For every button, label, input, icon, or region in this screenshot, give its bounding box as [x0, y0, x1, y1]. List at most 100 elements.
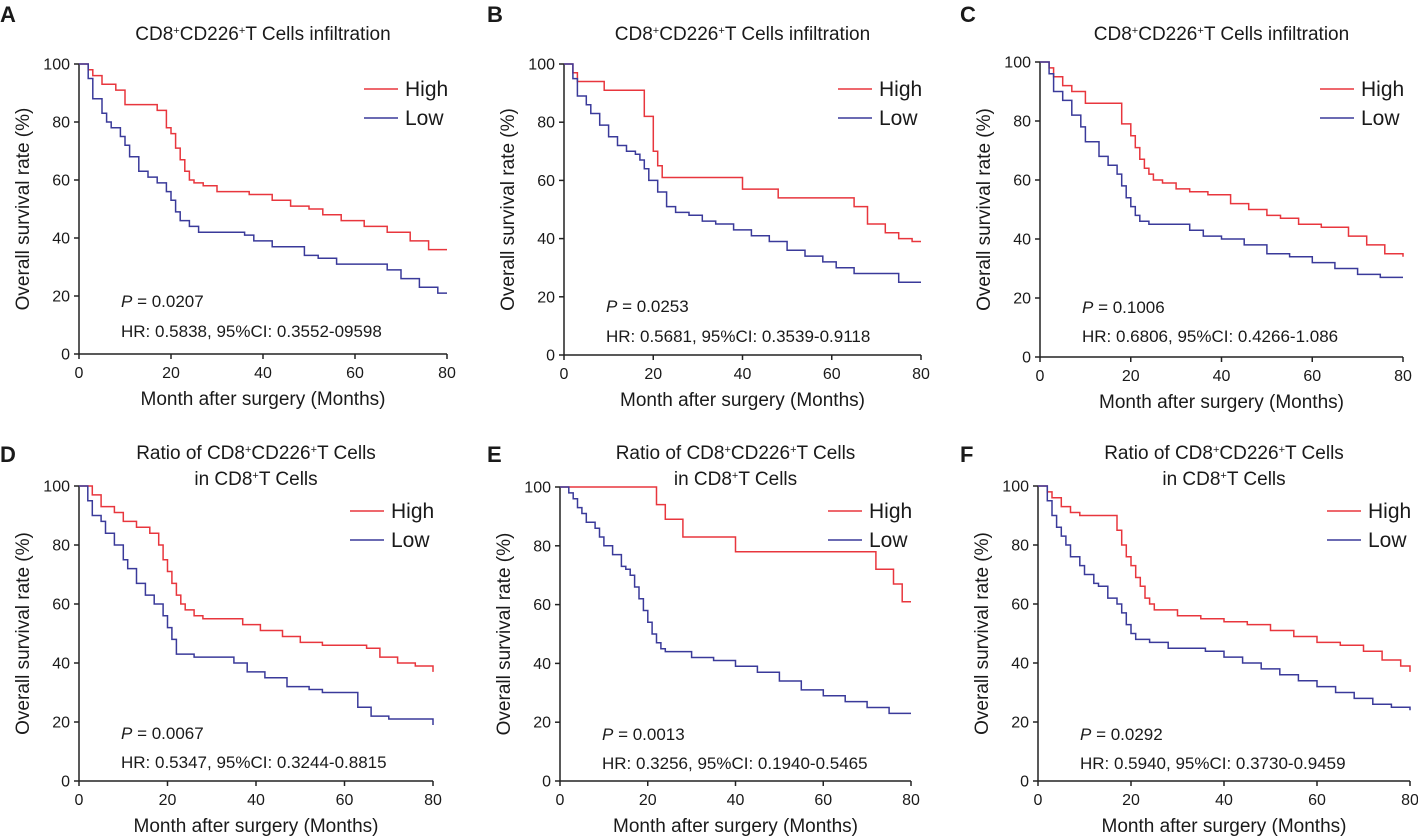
y-tick-label: 80: [52, 115, 70, 132]
y-tick-label: 100: [524, 480, 551, 497]
y-tick-label: 60: [52, 597, 70, 614]
survival-curve-high: [1038, 485, 1411, 672]
y-tick-label: 40: [52, 656, 70, 673]
legend-label-high: High: [879, 78, 922, 101]
y-tick-label: 60: [537, 173, 555, 190]
y-tick-label: 20: [537, 289, 555, 306]
y-tick-label: 0: [61, 774, 70, 791]
y-tick-label: 20: [52, 715, 70, 732]
chart-title-line: CD8+CD226+T Cells infiltration: [1094, 24, 1349, 45]
panel-letter: F: [960, 442, 973, 467]
x-tick-label: 60: [336, 792, 354, 809]
x-tick-label: 80: [424, 792, 442, 809]
x-tick-label: 40: [1215, 792, 1233, 809]
survival-curve-low: [1040, 61, 1403, 279]
p-value: P = 0.0253: [606, 297, 689, 316]
y-tick-label: 20: [52, 289, 70, 306]
hazard-ratio: HR: 0.5347, 95%CI: 0.3244-0.8815: [121, 753, 387, 772]
y-tick-label: 20: [533, 715, 551, 732]
hazard-ratio: HR: 0.5940, 95%CI: 0.3730-0.9459: [1080, 754, 1346, 773]
x-axis-label: Month after surgery (Months): [141, 389, 386, 410]
x-tick-label: 60: [814, 792, 832, 809]
km-panel-b: B CD8+CD226+T Cells infiltration 0 20 40 60 80…: [487, 2, 930, 411]
panel-letter: D: [0, 442, 16, 467]
panel-letter: C: [960, 2, 976, 27]
survival-curve-low: [560, 486, 911, 715]
y-tick-label: 0: [1022, 350, 1031, 367]
y-tick-label: 20: [1013, 291, 1031, 308]
y-tick-label: 80: [533, 538, 551, 555]
survival-curve-high: [79, 63, 447, 251]
legend-label-high: High: [869, 500, 912, 523]
legend-label-high: High: [1361, 78, 1404, 101]
legend-label-low: Low: [1368, 529, 1407, 552]
x-tick-label: 60: [1308, 792, 1326, 809]
p-value: P = 0.0067: [121, 724, 204, 743]
survival-curve-high: [564, 63, 921, 243]
panel-letter: A: [0, 2, 16, 27]
y-axis-label: Overall survival rate (%): [13, 108, 34, 311]
survival-curve-low: [564, 63, 921, 284]
p-value: P = 0.0207: [121, 292, 204, 311]
x-tick-label: 0: [75, 365, 84, 382]
y-tick-label: 40: [1013, 232, 1031, 249]
chart-title-line: in CD8+T Cells: [194, 469, 317, 490]
y-tick-label: 0: [546, 348, 555, 365]
y-axis-label: Overall survival rate (%): [494, 533, 515, 736]
y-tick-label: 40: [533, 656, 551, 673]
hazard-ratio: HR: 0.5681, 95%CI: 0.3539-0.9118: [606, 327, 870, 346]
y-axis-label: Overall survival rate (%): [13, 532, 34, 735]
x-tick-label: 20: [162, 365, 180, 382]
x-axis-label: Month after surgery (Months): [1102, 816, 1347, 837]
x-tick-label: 20: [639, 792, 657, 809]
x-tick-label: 20: [1122, 792, 1140, 809]
x-tick-label: 0: [560, 366, 569, 383]
y-tick-label: 60: [1011, 597, 1029, 614]
x-tick-label: 40: [1213, 368, 1231, 385]
x-tick-label: 0: [75, 792, 84, 809]
legend-label-high: High: [391, 500, 434, 523]
hazard-ratio: HR: 0.6806, 95%CI: 0.4266-1.086: [1082, 327, 1338, 346]
y-tick-label: 100: [43, 479, 70, 496]
chart-title-line: Ratio of CD8+CD226+T Cells: [136, 443, 376, 464]
chart-title-line: in CD8+T Cells: [674, 469, 797, 490]
chart-title-line: Ratio of CD8+CD226+T Cells: [1104, 443, 1344, 464]
km-panel-d: D Ratio of CD8+CD226+T Cells in CD8+T Cell…: [0, 442, 442, 837]
chart-title-line: in CD8+T Cells: [1162, 469, 1285, 490]
x-tick-label: 40: [254, 365, 272, 382]
y-tick-label: 0: [61, 347, 70, 364]
panel-letter: E: [487, 442, 502, 467]
p-value: P = 0.1006: [1082, 298, 1165, 317]
chart-title-line: Ratio of CD8+CD226+T Cells: [616, 443, 856, 464]
km-panel-a: A CD8+CD226+T Cells infiltration 0 20 40 60 80…: [0, 2, 456, 410]
survival-curve-low: [79, 485, 434, 725]
p-value: P = 0.0013: [602, 725, 685, 744]
hazard-ratio: HR: 0.5838, 95%CI: 0.3552-09598: [121, 322, 382, 341]
x-tick-label: 80: [912, 366, 930, 383]
x-tick-label: 0: [1034, 792, 1043, 809]
legend-label-high: High: [405, 78, 448, 101]
km-panel-c: C CD8+CD226+T Cells infiltration 0 20 40 60 80…: [960, 2, 1412, 413]
x-tick-label: 20: [644, 366, 662, 383]
survival-curve-low: [79, 63, 447, 294]
x-tick-label: 40: [727, 792, 745, 809]
x-tick-label: 20: [1122, 368, 1140, 385]
y-tick-label: 80: [537, 115, 555, 132]
survival-curve-high: [79, 485, 434, 672]
x-tick-label: 0: [1036, 368, 1045, 385]
y-tick-label: 40: [52, 231, 70, 248]
y-tick-label: 80: [52, 538, 70, 555]
y-tick-label: 40: [1011, 656, 1029, 673]
x-tick-label: 80: [902, 792, 920, 809]
km-panel-e: E Ratio of CD8+CD226+T Cells in CD8+T Cell…: [487, 442, 920, 837]
survival-curve-high: [1040, 61, 1404, 257]
x-tick-label: 80: [1401, 792, 1418, 809]
y-tick-label: 100: [1004, 55, 1031, 72]
y-axis-label: Overall survival rate (%): [974, 108, 995, 311]
y-tick-label: 60: [1013, 173, 1031, 190]
y-axis-label: Overall survival rate (%): [498, 108, 519, 311]
y-tick-label: 100: [43, 57, 70, 74]
y-tick-label: 100: [1002, 479, 1029, 496]
y-tick-label: 0: [1020, 774, 1029, 791]
x-tick-label: 60: [346, 365, 364, 382]
